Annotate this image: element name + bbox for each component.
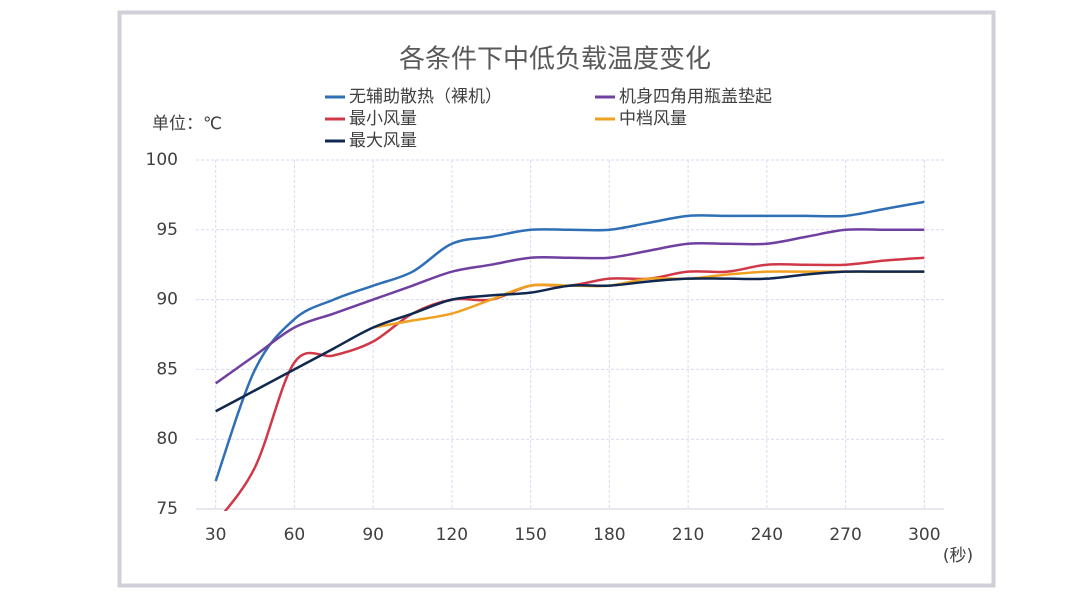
legend-label: 最小风量 — [349, 109, 417, 129]
plot-area — [214, 200, 925, 511]
chart-frame — [117, 10, 996, 588]
x-tick-label: 210 — [672, 525, 704, 545]
line-series — [214, 228, 925, 385]
x-tick-label: 240 — [751, 525, 783, 545]
legend-label: 中档风量 — [619, 109, 687, 129]
line-series — [214, 200, 925, 482]
x-tick-label: 120 — [436, 525, 468, 545]
legend-label: 机身四角用瓶盖垫起 — [619, 87, 772, 107]
x-tick-label: 30 — [205, 525, 227, 545]
x-tick-label: 180 — [593, 525, 625, 545]
x-tick-label: 300 — [908, 525, 940, 545]
legend-label: 无辅助散热（裸机） — [349, 87, 502, 107]
legend-label: 最大风量 — [349, 131, 417, 151]
chart-title: 各条件下中低负载温度变化 — [399, 45, 711, 75]
y-tick-label: 75 — [156, 499, 178, 519]
y-tick-label: 85 — [156, 359, 178, 379]
unit-annotation: 单位：℃ — [152, 114, 222, 134]
x-tick-label: 60 — [284, 525, 306, 545]
x-tick-label: 150 — [514, 525, 546, 545]
x-tick-label: 90 — [362, 525, 384, 545]
line-series — [215, 270, 925, 413]
y-tick-label: 100 — [146, 150, 178, 170]
y-tick-label: 90 — [156, 290, 178, 310]
y-tick-label: 80 — [156, 429, 178, 449]
y-tick-label: 95 — [156, 220, 178, 240]
x-tick-label: 270 — [829, 525, 861, 545]
x-unit-label: (秒) — [943, 546, 973, 566]
